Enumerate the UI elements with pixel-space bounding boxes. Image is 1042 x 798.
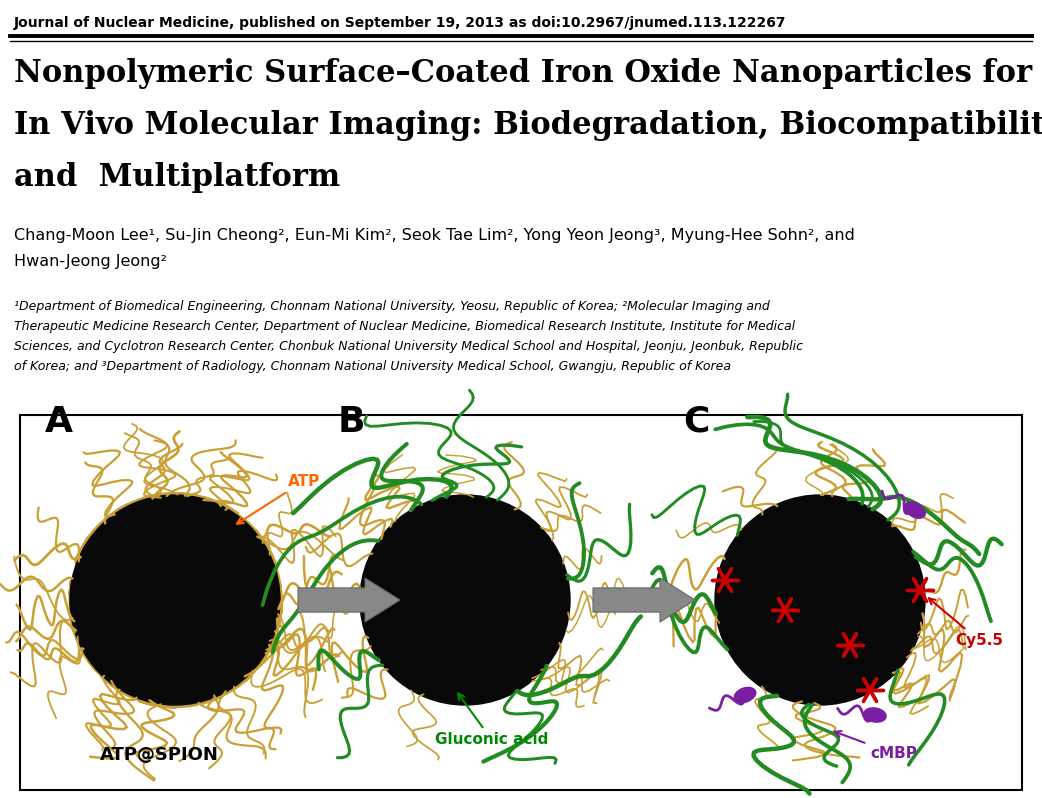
Text: C: C — [683, 405, 710, 439]
Text: cMBP: cMBP — [835, 731, 917, 761]
Text: Journal of Nuclear Medicine, published on September 19, 2013 as doi:10.2967/jnum: Journal of Nuclear Medicine, published o… — [14, 16, 787, 30]
Text: ATP@SPION: ATP@SPION — [100, 746, 219, 764]
Text: Nonpolymeric Surface–Coated Iron Oxide Nanoparticles for: Nonpolymeric Surface–Coated Iron Oxide N… — [14, 58, 1033, 89]
Text: ¹Department of Biomedical Engineering, Chonnam National University, Yeosu, Repub: ¹Department of Biomedical Engineering, C… — [14, 300, 770, 313]
Text: A: A — [45, 405, 73, 439]
Text: Cy5.5: Cy5.5 — [928, 598, 1003, 648]
Text: and  Multiplatform: and Multiplatform — [14, 162, 341, 193]
Circle shape — [359, 495, 570, 705]
Ellipse shape — [863, 707, 887, 723]
Text: Chang-Moon Lee¹, Su-Jin Cheong², Eun-Mi Kim², Seok Tae Lim², Yong Yeon Jeong³, M: Chang-Moon Lee¹, Su-Jin Cheong², Eun-Mi … — [14, 228, 854, 243]
Ellipse shape — [904, 501, 926, 519]
Polygon shape — [593, 578, 695, 622]
Text: Therapeutic Medicine Research Center, Department of Nuclear Medicine, Biomedical: Therapeutic Medicine Research Center, De… — [14, 320, 795, 333]
Text: Hwan-Jeong Jeong²: Hwan-Jeong Jeong² — [14, 254, 167, 269]
Polygon shape — [298, 578, 400, 622]
Circle shape — [715, 495, 925, 705]
Text: ATP: ATP — [237, 473, 320, 523]
Text: B: B — [338, 405, 366, 439]
Bar — [20, 415, 1022, 790]
Text: In Vivo Molecular Imaging: Biodegradation, Biocompatibility,: In Vivo Molecular Imaging: Biodegradatio… — [14, 110, 1042, 141]
Text: Gluconic acid: Gluconic acid — [435, 693, 548, 747]
Ellipse shape — [734, 687, 756, 703]
Text: of Korea; and ³Department of Radiology, Chonnam National University Medical Scho: of Korea; and ³Department of Radiology, … — [14, 360, 731, 373]
Circle shape — [70, 495, 280, 705]
Text: Sciences, and Cyclotron Research Center, Chonbuk National University Medical Sch: Sciences, and Cyclotron Research Center,… — [14, 340, 803, 353]
